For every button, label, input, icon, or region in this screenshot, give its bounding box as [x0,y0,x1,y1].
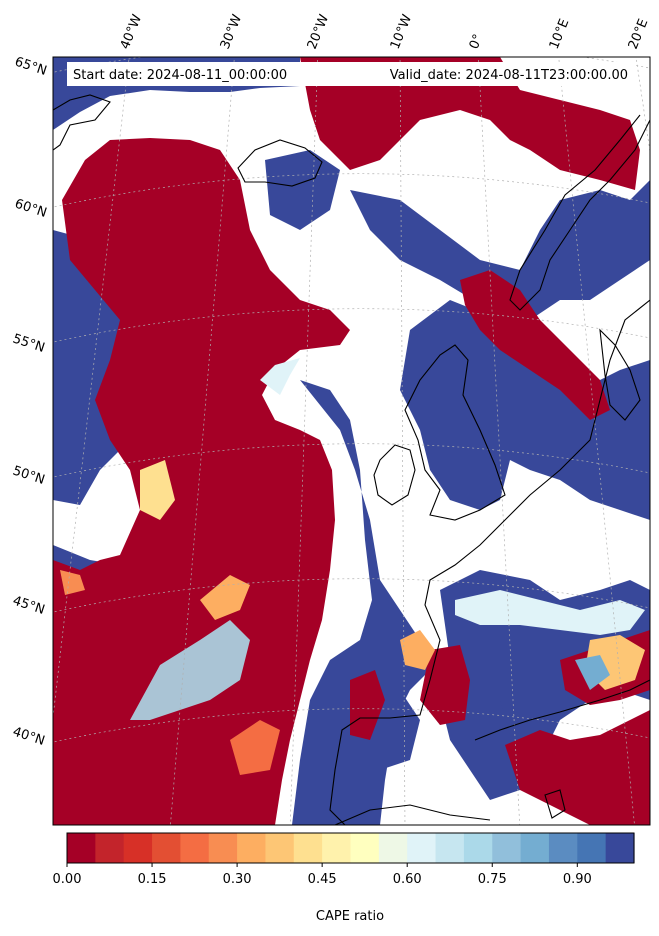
lon-label: 20°W [305,12,332,51]
colorbar-label: CAPE ratio [316,909,384,924]
colorbar-swatch [378,833,408,863]
start-date-text: Start date: 2024-08-11_00:00:00 [73,68,287,83]
colorbar-swatch [463,833,493,863]
lat-label: 45°N [11,594,47,618]
coastline-scandinavia [509,114,650,311]
coastline-britain [404,344,506,521]
coastline-europe [329,299,650,825]
colorbar-ticks: 0.00 0.15 0.30 0.45 0.60 0.75 0.90 [53,863,592,887]
colorbar-swatch [492,833,522,863]
colorbar-swatch [407,833,437,863]
latitude-labels: 65°N 60°N 55°N 50°N 45°N 40°N [11,55,49,749]
lat-label: 55°N [11,332,47,356]
cape-mid-ratio-field [60,358,645,775]
colorbar-swatches [67,833,635,863]
coastline-north-africa [334,804,491,825]
lon-label: 40°W [118,12,145,51]
coastline-greenland [53,94,111,151]
colorbar-swatch [548,833,578,863]
coastline-mediterranean [474,679,650,741]
colorbar-swatch [67,833,96,863]
colorbar-frame [66,832,635,864]
coastline-ireland [373,444,416,506]
colorbar-swatch [180,833,210,863]
colorbar-swatch [293,833,323,863]
colorbar-tick-label: 0.45 [308,872,337,887]
colorbar-swatch [350,833,380,863]
colorbar-tick-label: 0.30 [223,872,252,887]
valid-date-text: Valid_date: 2024-08-11T23:00:00.00 [390,68,628,83]
colorbar-tick-label: 0.75 [478,872,507,887]
coastline-baltic [599,328,641,421]
longitude-labels: 40°W 30°W 20°W 10°W 0° 10°E 20°E [118,12,652,51]
map-frame [52,56,651,826]
colorbar-swatch [605,833,635,863]
coastline-iceland [237,139,323,187]
lon-label: 10°W [388,12,415,51]
date-header-background [67,62,635,86]
colorbar-swatch [520,833,550,863]
lon-label: 30°W [218,12,245,51]
colorbar-tick-label: 0.00 [53,872,82,887]
colorbar-tick-label: 0.60 [393,872,422,887]
colorbar-swatch [123,833,153,863]
coastlines [53,94,650,825]
map-panel [53,57,650,825]
lat-label: 65°N [13,55,49,79]
date-header: Start date: 2024-08-11_00:00:00 Valid_da… [67,62,635,86]
colorbar-tick-label: 0.15 [138,872,167,887]
lat-label: 40°N [11,725,47,749]
lat-label: 50°N [11,464,47,488]
colorbar-swatch [237,833,267,863]
colorbar-swatch [152,833,181,863]
colorbar-swatch [265,833,295,863]
colorbar-swatch [95,833,125,863]
coastline-sardinia [544,789,566,819]
colorbar-tick-label: 0.90 [563,872,592,887]
colorbar-swatch [577,833,607,863]
cape-low-ratio-field [53,57,650,825]
lon-label: 0° [467,32,486,51]
colorbar: 0.00 0.15 0.30 0.45 0.60 0.75 0.90 CAPE ratio [53,832,635,924]
lon-label: 10°E [547,17,573,52]
colorbar-swatch [208,833,238,863]
lat-label: 60°N [13,197,49,221]
colorbar-swatch [435,833,465,863]
lon-label: 20°E [626,17,652,52]
colorbar-swatch [322,833,352,863]
